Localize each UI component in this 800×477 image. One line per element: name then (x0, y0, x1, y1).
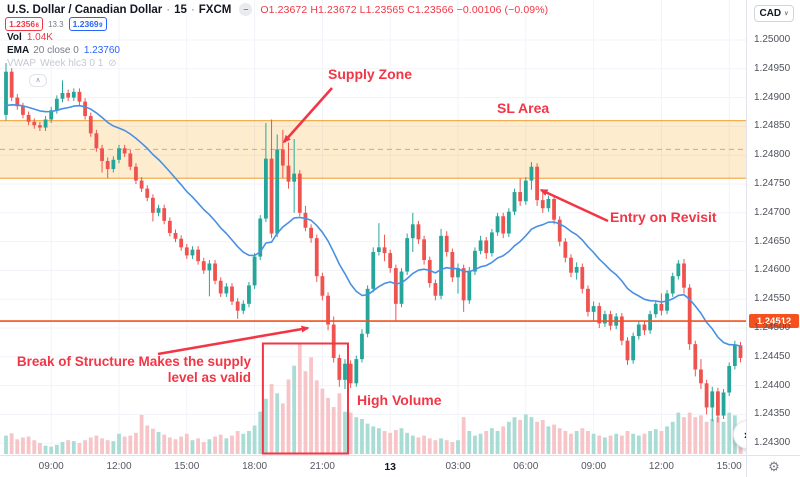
interval-label[interactable]: 15 (174, 3, 187, 16)
symbol-title[interactable]: U.S. Dollar / Canadian Dollar (7, 3, 163, 16)
price-tick-label: 1.24500 (754, 322, 791, 333)
vwap-indicator-params: Week hlc3 0 1 (40, 58, 104, 69)
time-tick-label: 06:00 (513, 461, 539, 472)
time-axis[interactable]: 09:00 12:00 15:00 18:00 21:00 13 03:00 06:00 09:… (0, 455, 746, 477)
high-volume-box[interactable] (261, 342, 349, 455)
separator-dot: · (190, 3, 195, 16)
time-tick-label: 09:00 (38, 461, 64, 472)
time-tick-label: 12:00 (648, 461, 674, 472)
price-tick-label: 1.24600 (754, 264, 791, 276)
quote-buttons-row: 1.2356 6 13.3 1.2369 9 (5, 17, 107, 31)
separator-dot: · (166, 3, 171, 16)
ohlc-values: O1.23672 H1.23672 L1.23565 C1.23566 −0.0… (260, 3, 549, 16)
settings-gear-icon[interactable]: ⚙ (768, 459, 780, 474)
hidden-eye-icon[interactable]: ⊘ (108, 58, 117, 69)
exchange-label[interactable]: FXCM (198, 3, 232, 16)
price-tick-label: 1.24950 (754, 62, 791, 74)
price-tick-label: 1.24650 (754, 235, 791, 247)
time-tick-label: 15:00 (716, 461, 742, 472)
entry-arrow[interactable] (539, 188, 609, 223)
chart-canvas[interactable] (0, 0, 746, 455)
sell-button[interactable]: 1.2356 6 (5, 17, 43, 31)
ema-indicator-value: 1.23760 (83, 45, 120, 56)
currency-dropdown[interactable]: CAD ∨ (754, 5, 794, 22)
break-of-structure-label[interactable]: Break of Structure Makes the supply leve… (8, 354, 251, 386)
vwap-indicator-row[interactable]: VWAP Week hlc3 0 1 ⊘ (7, 58, 117, 69)
time-tick-label: 15:00 (174, 461, 200, 472)
chevron-down-icon: ∨ (784, 11, 789, 17)
price-tick-label: 1.24850 (754, 120, 791, 132)
price-tick-label: 1.24700 (754, 206, 791, 218)
price-tick-label: 1.24400 (754, 379, 791, 391)
price-tick-label: 1.24300 (754, 437, 791, 449)
break-of-structure-line2: level as valid (167, 370, 251, 385)
bos-arrow[interactable] (157, 325, 310, 356)
time-tick-label: 21:00 (309, 461, 335, 472)
chart-pane[interactable]: U.S. Dollar / Canadian Dollar · 15 · FXC… (0, 0, 746, 455)
vwap-indicator-label: VWAP (7, 58, 37, 69)
high-volume-label[interactable]: High Volume (357, 392, 442, 408)
price-tick-label: 1.24350 (754, 408, 791, 420)
supply-zone-label[interactable]: Supply Zone (328, 66, 412, 82)
price-tick-label: 1.24800 (754, 149, 791, 161)
price-tick-label: 1.24750 (754, 178, 791, 189)
time-tick-label: 03:00 (445, 461, 471, 472)
price-tick-label: 1.24550 (754, 293, 791, 305)
supply-zone-band (0, 119, 746, 179)
buy-button[interactable]: 1.2369 9 (68, 17, 107, 31)
axis-corner: ⚙ (746, 455, 800, 477)
supply-zone-arrow[interactable] (283, 87, 333, 144)
time-tick-label: 18:00 (242, 461, 268, 472)
ema-indicator-label: EMA (7, 45, 30, 56)
spread-value: 13.3 (48, 19, 64, 29)
volume-indicator-label: Vol (7, 32, 22, 43)
volume-indicator-row[interactable]: Vol 1.04K (7, 32, 53, 43)
entry-revisit-label[interactable]: Entry on Revisit (610, 209, 717, 225)
sl-area-label[interactable]: SL Area (497, 100, 550, 116)
volume-layer (4, 343, 743, 454)
time-tick-label: 12:00 (106, 461, 132, 472)
symbol-title-row[interactable]: U.S. Dollar / Canadian Dollar · 15 · FXC… (7, 3, 548, 16)
ema-indicator-params: 20 close 0 (33, 45, 79, 56)
ema-line (5, 104, 742, 347)
price-tick-label: 1.25000 (754, 34, 791, 45)
price-axis[interactable]: CAD ∨ 1.24512 1.25000 1.24950 1.24900 1.248… (746, 0, 800, 455)
collapse-chevron-icon[interactable]: ∧ (29, 74, 47, 87)
currency-label: CAD (759, 8, 782, 19)
price-tick-label: 1.24450 (754, 350, 791, 362)
time-tick-label: 13 (384, 461, 397, 473)
price-tick-label: 1.24900 (754, 91, 791, 103)
gridlines (0, 0, 746, 455)
break-of-structure-line1: Break of Structure Makes the supply (16, 354, 251, 369)
time-tick-label: 09:00 (581, 461, 607, 472)
volume-indicator-value: 1.04K (26, 32, 53, 43)
legend-minimize-icon[interactable]: – (239, 3, 253, 16)
ema-indicator-row[interactable]: EMA 20 close 0 1.23760 (7, 45, 120, 56)
hline-price-label: 1.24512 (749, 314, 799, 329)
